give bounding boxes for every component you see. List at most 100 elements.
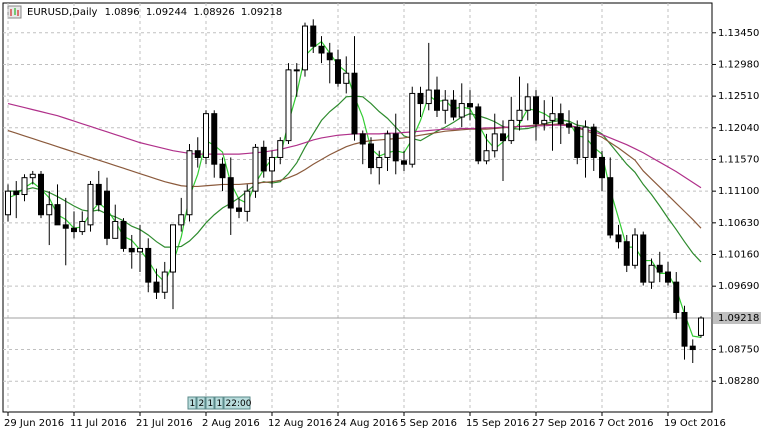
candle-body	[54, 204, 61, 226]
candle-body	[640, 234, 647, 283]
candle-body	[442, 99, 449, 111]
footer-tag-box	[223, 396, 251, 410]
footer-tag: 22:00	[226, 399, 252, 409]
candle-body	[244, 190, 251, 212]
candle-body	[178, 214, 185, 226]
candle-body	[277, 140, 284, 158]
ohlc-low: 1.08926	[193, 7, 234, 18]
last-price-label: 1.09218	[718, 313, 759, 324]
x-tick-label: 12 Aug 2016	[268, 418, 332, 429]
candle-body	[425, 89, 432, 105]
candle-body	[170, 224, 176, 273]
candle-body	[401, 160, 407, 165]
candle-body	[434, 89, 440, 111]
y-tick-label: 1.13450	[718, 28, 759, 39]
candle-body	[343, 72, 350, 84]
candle-body	[417, 92, 424, 105]
candle-body	[458, 103, 465, 118]
footer-tag-box	[205, 396, 215, 410]
candle-body	[104, 190, 110, 239]
x-tick-label: 11 Jul 2016	[70, 418, 127, 429]
candle-body	[566, 123, 572, 128]
x-tick-label: 15 Sep 2016	[466, 418, 529, 429]
candle-body	[62, 224, 69, 229]
y-tick-label: 1.10160	[718, 250, 759, 261]
y-tick-label: 1.12040	[718, 123, 759, 134]
candle-body	[293, 69, 300, 72]
candle-body	[87, 183, 94, 226]
last-price-box	[713, 311, 761, 324]
candle-body	[656, 264, 663, 273]
candle-body	[392, 133, 399, 162]
candle-body	[467, 103, 473, 108]
candle-body	[302, 25, 308, 71]
candle-body	[227, 177, 234, 209]
y-tick-label: 1.12510	[718, 91, 759, 102]
candle-body	[335, 59, 341, 84]
candle-body	[665, 271, 671, 283]
footer-tag-box	[196, 396, 206, 410]
candle-body	[186, 150, 193, 216]
candle-body	[5, 190, 11, 216]
chart-header: EURUSD,Daily 1.0896 1.09244 1.08926 1.09…	[27, 7, 282, 18]
y-tick-label: 1.11100	[718, 186, 759, 197]
candle-body	[13, 190, 20, 196]
candle-body	[318, 45, 325, 54]
candle-body	[29, 173, 36, 179]
candle-body	[252, 146, 259, 192]
y-tick-label: 1.12980	[718, 59, 759, 70]
candle-body	[516, 109, 523, 121]
ohlc-close: 1.09218	[241, 7, 282, 18]
candle-body	[673, 281, 680, 313]
candle-body	[698, 317, 704, 336]
candle-body	[71, 227, 77, 233]
x-tick-label: 2 Aug 2016	[202, 418, 260, 429]
candle-body	[211, 113, 218, 165]
candle-body	[557, 113, 564, 125]
candle-body	[153, 281, 160, 293]
candle-body	[359, 133, 366, 145]
y-tick-label: 1.08280	[718, 376, 759, 387]
candle-body	[326, 52, 333, 61]
candle-body	[615, 234, 622, 243]
candle-body	[95, 183, 102, 206]
candle-body	[599, 156, 605, 179]
candle-body	[112, 220, 119, 239]
candle-body	[161, 271, 168, 293]
candle-body	[38, 173, 44, 216]
candle-body	[269, 156, 275, 172]
candle-body	[310, 25, 317, 47]
candle-body	[500, 133, 506, 142]
x-tick-label: 27 Sep 2016	[532, 418, 595, 429]
candle-body	[219, 163, 226, 179]
candle-body	[145, 247, 152, 283]
footer-tag: 2	[199, 399, 205, 409]
ohlc-open: 1.0896	[105, 7, 140, 18]
candle-body	[623, 241, 630, 266]
candle-body	[351, 72, 358, 135]
candle-body	[582, 126, 589, 158]
candle-body	[689, 345, 696, 351]
candle-body	[450, 99, 457, 118]
y-tick-label: 1.08750	[718, 345, 759, 356]
footer-tag: 1	[208, 399, 214, 409]
candle-body	[368, 143, 374, 169]
symbol-icon	[7, 5, 22, 19]
candle-body	[524, 96, 531, 111]
candle-body	[508, 119, 515, 142]
footer-tag: 1	[217, 399, 223, 409]
candle-body	[376, 156, 383, 169]
candle-body	[79, 220, 86, 233]
candle-body	[137, 247, 143, 253]
footer-tag-box	[187, 396, 197, 410]
candle-body	[590, 126, 597, 158]
candle-body	[285, 69, 292, 142]
candle-body	[384, 133, 391, 158]
candle-body	[681, 311, 688, 347]
candle-body	[128, 247, 135, 253]
y-tick-label: 1.10630	[718, 218, 759, 229]
candle-body	[475, 106, 482, 162]
x-tick-label: 24 Aug 2016	[334, 418, 398, 429]
candle-body	[483, 150, 490, 162]
candle-body	[260, 146, 267, 172]
